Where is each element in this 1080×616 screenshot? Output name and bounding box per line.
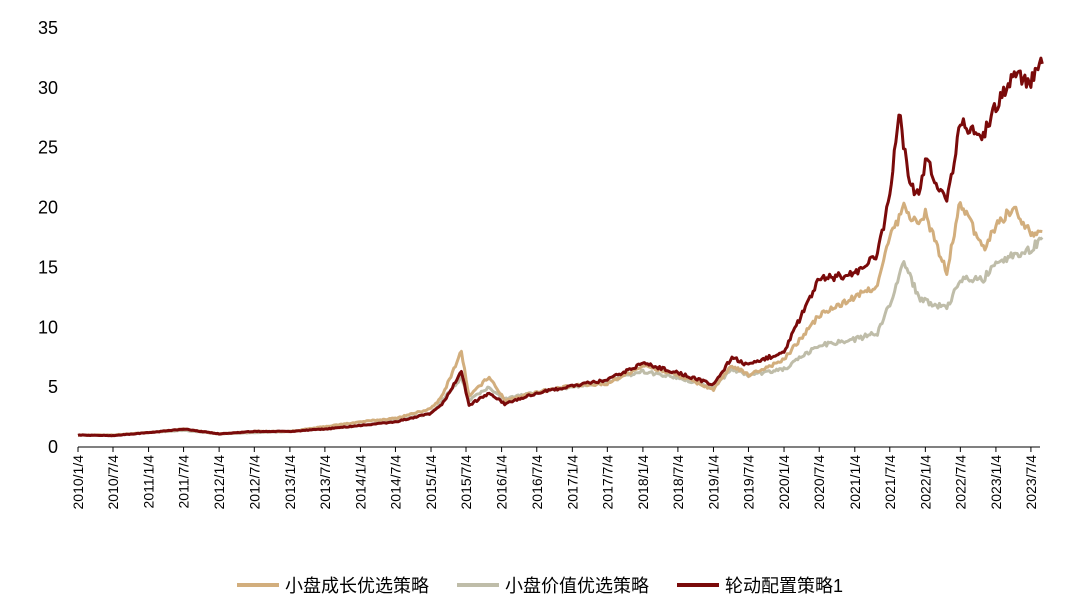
y-tick-label: 10 (38, 317, 58, 337)
legend-item-growth: 小盘成长优选策略 (236, 572, 429, 598)
x-tick-label: 2011/1/4 (141, 455, 157, 509)
legend-label-rotation: 轮动配置策略1 (724, 576, 843, 596)
x-tick-label: 2023/7/4 (1023, 455, 1039, 510)
series-layer (77, 56, 1044, 438)
legend-label-value: 小盘价值优选策略 (504, 576, 649, 596)
x-tick-label: 2020/7/4 (811, 455, 827, 510)
x-tick-label: 2023/1/4 (988, 455, 1004, 510)
x-tick-label: 2010/1/4 (70, 455, 86, 510)
series-line-1 (78, 236, 1044, 437)
x-tick-label: 2021/7/4 (882, 455, 898, 510)
y-axis-ticks: 0 5 10 15 20 25 30 35 (38, 18, 58, 457)
x-tick-label: 2022/7/4 (952, 455, 968, 510)
x-tick-label: 2012/7/4 (246, 455, 262, 510)
x-tick-label: 2018/1/4 (635, 455, 651, 510)
x-tick-label: 2010/7/4 (105, 455, 121, 510)
series-line-0 (77, 201, 1043, 437)
x-tick-label: 2018/7/4 (670, 455, 686, 510)
x-tick-label: 2012/1/4 (211, 455, 227, 510)
x-tick-label: 2017/1/4 (564, 455, 580, 510)
x-tick-label: 2013/7/4 (317, 455, 333, 510)
x-tick-label: 2016/1/4 (494, 455, 510, 510)
x-tick-label: 2022/1/4 (917, 455, 933, 510)
y-tick-label: 30 (38, 78, 58, 98)
y-tick-label: 20 (38, 198, 58, 218)
x-tick-label: 2019/1/4 (705, 455, 721, 510)
legend-swatch-value (456, 583, 499, 587)
legend-label-growth: 小盘成长优选策略 (284, 576, 429, 596)
x-tick-label: 2017/7/4 (599, 455, 615, 510)
x-tick-label: 2020/1/4 (776, 455, 792, 510)
x-axis-ticks: 2010/1/4 2010/7/4 2011/1/4 2011/7/4 2012/1/4… (70, 447, 1039, 510)
x-tick-label: 2015/1/4 (423, 455, 439, 510)
legend-swatch-rotation (676, 583, 719, 587)
x-tick-label: 2015/7/4 (458, 455, 474, 510)
y-tick-label: 0 (48, 437, 58, 457)
x-tick-label: 2016/7/4 (529, 455, 545, 510)
x-tick-label: 2014/1/4 (352, 455, 368, 510)
y-tick-label: 35 (38, 18, 58, 38)
legend: 小盘成长优选策略 小盘价值优选策略 轮动配置策略1 (0, 570, 1080, 600)
x-tick-label: 2014/7/4 (387, 455, 403, 510)
x-tick-label: 2011/7/4 (176, 455, 192, 509)
y-tick-label: 5 (48, 377, 58, 397)
legend-item-value: 小盘价值优选策略 (456, 572, 649, 598)
x-tick-label: 2021/1/4 (847, 455, 863, 510)
x-tick-label: 2019/7/4 (740, 455, 756, 510)
legend-swatch-growth (236, 583, 279, 587)
y-tick-label: 15 (38, 257, 58, 277)
legend-item-rotation: 轮动配置策略1 (676, 572, 843, 598)
x-tick-label: 2013/1/4 (282, 455, 298, 510)
y-tick-label: 25 (38, 138, 58, 158)
series-line-2 (77, 56, 1044, 438)
